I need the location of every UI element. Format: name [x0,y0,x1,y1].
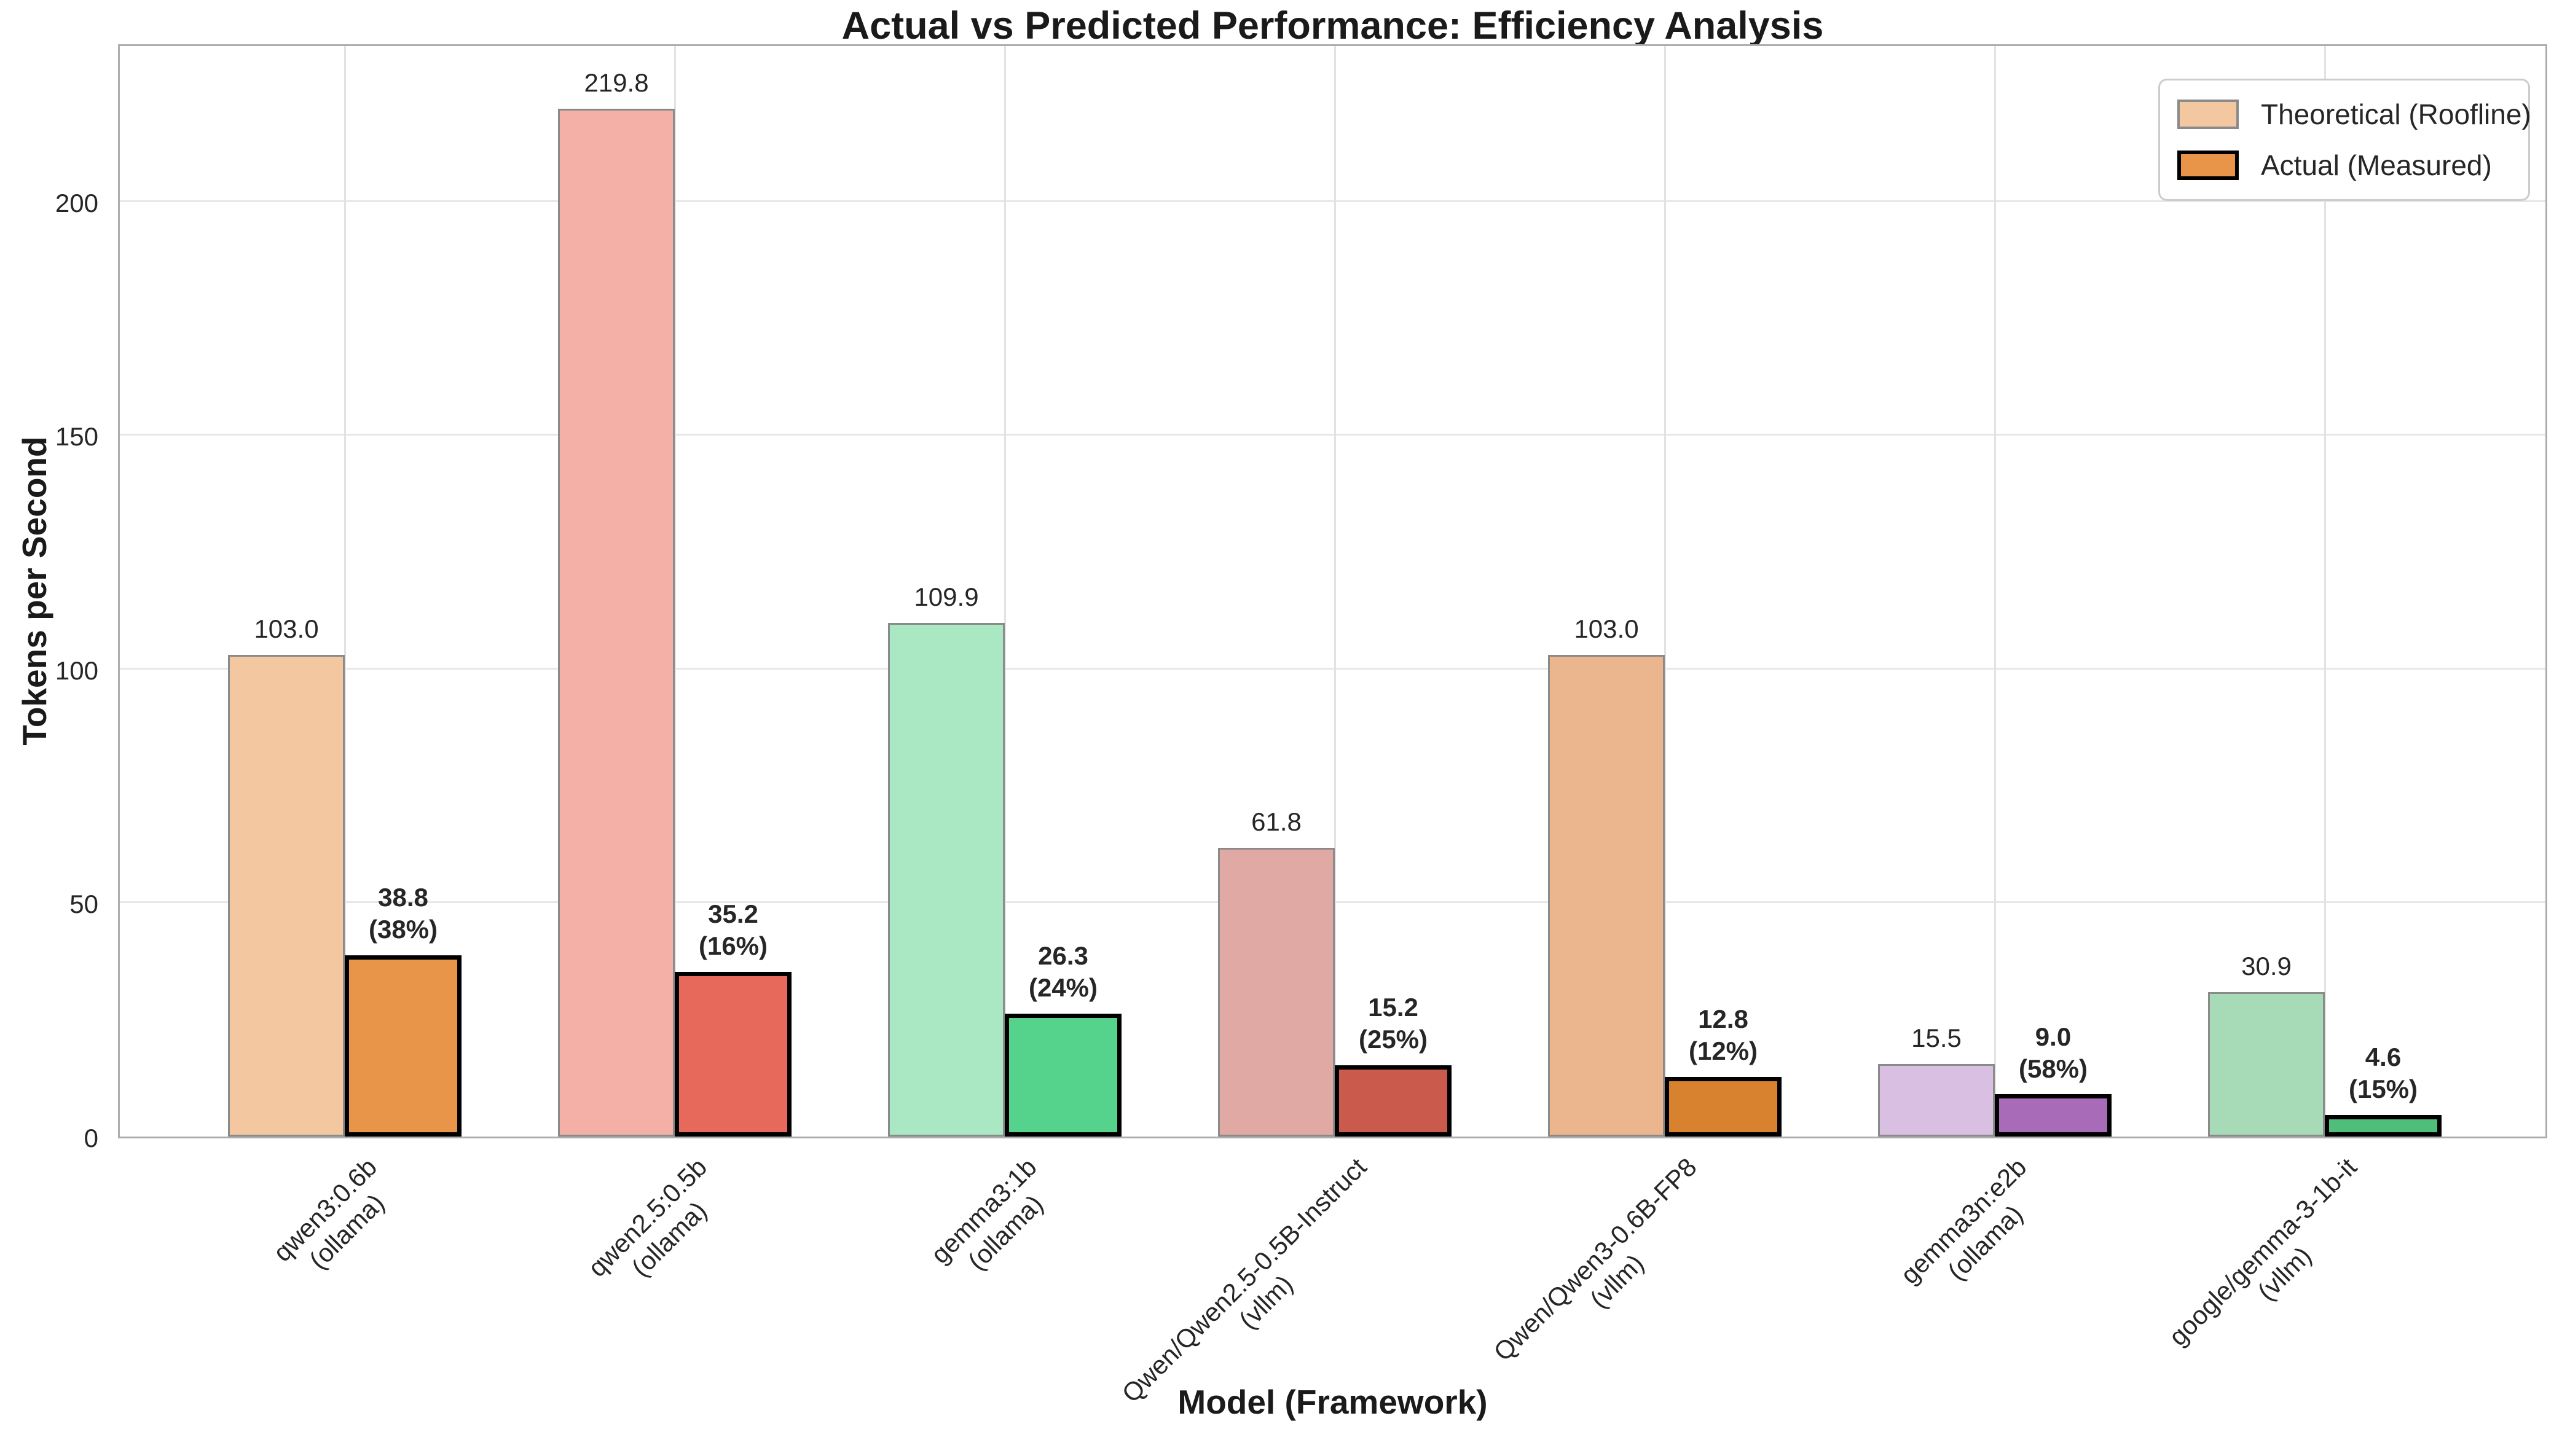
y-gridline-100 [120,667,2545,670]
x-axis-label: Model (Framework) [1177,1383,1488,1421]
bar-actual-5 [1995,1094,2112,1137]
value-label-theoretical-3: 61.8 [1251,807,1302,836]
value-label-actual-2: 26.3 (24%) [1029,940,1098,1004]
x-tick-model-3: Qwen/Qwen2.5-0.5B-Instruct [1116,1152,1372,1408]
value-label-actual-value-5: 9.0 [2035,1022,2072,1051]
legend-swatch-theoretical [2177,100,2239,130]
value-label-actual-pct-2: (24%) [1028,973,1098,1002]
x-gridline-3 [1334,46,1336,1137]
bar-actual-0 [345,955,462,1137]
value-label-actual-1: 35.2 (16%) [699,898,768,962]
value-label-actual-value-6: 4.6 [2365,1043,2402,1071]
y-tick-label-150: 150 [55,422,98,452]
value-label-actual-pct-3: (25%) [1358,1025,1428,1054]
x-tick-model-4: Qwen/Qwen3-0.6B-FP8 [1488,1152,1702,1367]
bar-actual-4 [1665,1077,1782,1137]
y-tick-label-50: 50 [69,890,98,919]
value-label-actual-value-3: 15.2 [1368,993,1418,1022]
bar-actual-3 [1335,1065,1452,1137]
value-label-theoretical-0: 103.0 [254,614,319,644]
bar-actual-1 [675,972,792,1137]
value-label-actual-value-1: 35.2 [708,899,758,929]
value-label-actual-pct-4: (12%) [1688,1036,1758,1065]
value-label-actual-4: 12.8 (12%) [1689,1003,1758,1067]
value-label-theoretical-2: 109.9 [914,582,979,611]
y-axis-label: Tokens per Second [15,436,53,746]
x-tick-label-5: gemma3n:e2b (ollama) [1895,1152,2055,1312]
x-tick-label-1: qwen2.5:0.5b (ollama) [582,1152,735,1305]
legend-entry-theoretical: Theoretical (Roofline) [2177,98,2531,131]
x-gridline-1 [674,46,676,1137]
x-gridline-0 [344,46,346,1137]
x-gridline-4 [1664,46,1666,1137]
bar-theoretical-2 [888,623,1005,1137]
y-tick-label-100: 100 [55,656,98,685]
x-tick-framework-4: (vllm) [1584,1248,1649,1314]
x-tick-framework-6: (vllm) [2252,1241,2317,1306]
x-gridline-2 [1004,46,1006,1137]
value-label-actual-pct-6: (15%) [2348,1074,2418,1103]
bar-theoretical-4 [1548,655,1665,1137]
legend-label-theoretical: Theoretical (Roofline) [2261,98,2531,131]
legend-label-actual: Actual (Measured) [2261,149,2492,181]
x-tick-label-4: Qwen/Qwen3-0.6B-FP8 (vllm) [1488,1152,1725,1389]
value-label-actual-pct-0: (38%) [368,914,438,944]
value-label-actual-value-0: 38.8 [378,882,428,912]
bar-actual-2 [1005,1014,1122,1137]
x-tick-model-6: google/gemma-3-1b-it [2163,1152,2362,1352]
value-label-actual-5: 9.0 (58%) [2019,1021,2088,1085]
y-tick-label-200: 200 [55,188,98,217]
bar-theoretical-1 [558,109,675,1137]
x-tick-label-6: google/gemma-3-1b-it (vllm) [2163,1152,2384,1374]
bar-theoretical-0 [228,655,345,1137]
value-label-actual-pct-5: (58%) [2018,1054,2088,1083]
value-label-actual-3: 15.2 (25%) [1359,992,1428,1055]
value-label-theoretical-1: 219.8 [584,68,649,98]
x-gridline-6 [2324,46,2326,1137]
value-label-actual-6: 4.6 (15%) [2349,1041,2418,1105]
bar-theoretical-3 [1218,848,1335,1137]
bar-theoretical-5 [1878,1064,1995,1137]
bar-actual-6 [2325,1115,2442,1137]
x-gridline-5 [1994,46,1996,1137]
x-tick-label-0: qwen3:0.6b (ollama) [267,1152,404,1290]
x-tick-label-2: gemma3:1b (ollama) [925,1152,1065,1292]
legend-entry-actual: Actual (Measured) [2177,149,2528,182]
y-gridline-200 [120,200,2545,202]
value-label-actual-0: 38.8 (38%) [369,882,438,945]
y-gridline-150 [120,434,2545,436]
value-label-theoretical-4: 103.0 [1574,614,1639,644]
value-label-theoretical-5: 15.5 [1911,1024,1962,1053]
value-label-actual-value-4: 12.8 [1698,1004,1748,1033]
y-tick-label-0: 0 [84,1124,98,1153]
value-label-actual-value-2: 26.3 [1038,941,1088,970]
value-label-actual-pct-1: (16%) [698,931,768,961]
chart-title: Actual vs Predicted Performance: Efficie… [841,4,1824,47]
bar-theoretical-6 [2208,992,2325,1137]
plot-area: 103.0 38.8 (38%) 219.8 35.2 (16%) 109.9 26.3 (24… [118,44,2547,1138]
value-label-theoretical-6: 30.9 [2241,951,2292,980]
legend-swatch-actual [2177,150,2239,180]
legend: Theoretical (Roofline) Actual (Measured) [2158,79,2531,201]
